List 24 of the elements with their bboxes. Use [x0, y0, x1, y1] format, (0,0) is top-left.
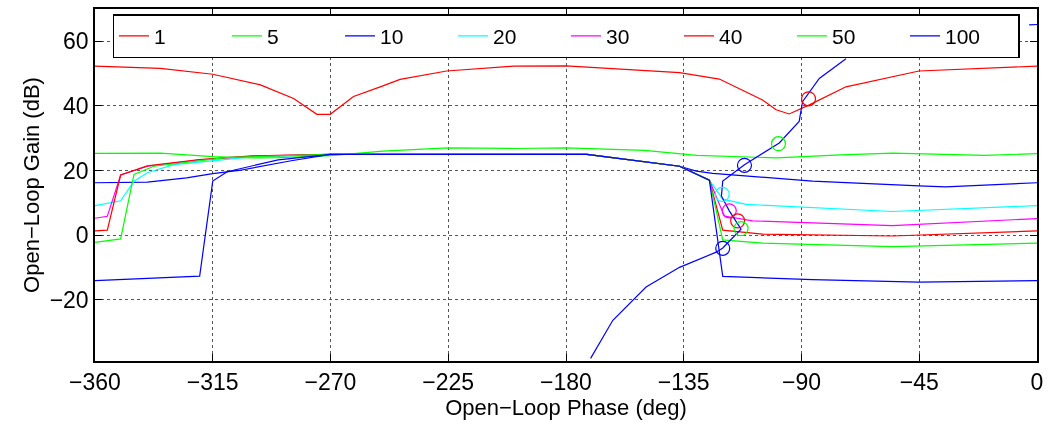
- x-tick-label: −135: [657, 369, 710, 396]
- legend-label: 100: [945, 25, 981, 49]
- x-tick-label: −45: [899, 369, 939, 396]
- y-tick-label: 60: [63, 28, 89, 55]
- x-tick-label: 0: [1030, 369, 1044, 396]
- x-tick-label: −270: [304, 369, 357, 396]
- y-tick-label: 0: [75, 222, 89, 249]
- legend-label: 5: [267, 25, 279, 49]
- legend-label: 20: [493, 25, 517, 49]
- x-tick-label: −180: [540, 369, 592, 396]
- x-tick-label: −360: [69, 369, 121, 396]
- legend-label: 30: [606, 25, 630, 49]
- x-axis-title: Open−Loop Phase (deg): [445, 395, 687, 421]
- y-axis-title: Open−Loop Gain (dB): [18, 77, 44, 293]
- legend-label: 50: [832, 25, 856, 49]
- x-tick-label: −225: [422, 369, 475, 396]
- legend-label: 40: [719, 25, 743, 49]
- x-tick-label: −315: [186, 369, 239, 396]
- y-tick-label: 40: [63, 92, 89, 119]
- legend-label: 10: [380, 25, 404, 49]
- x-tick-label: −90: [781, 369, 822, 396]
- y-tick-label: −20: [49, 286, 89, 313]
- legend-label: 1: [154, 25, 166, 49]
- y-tick-label: 20: [63, 157, 89, 184]
